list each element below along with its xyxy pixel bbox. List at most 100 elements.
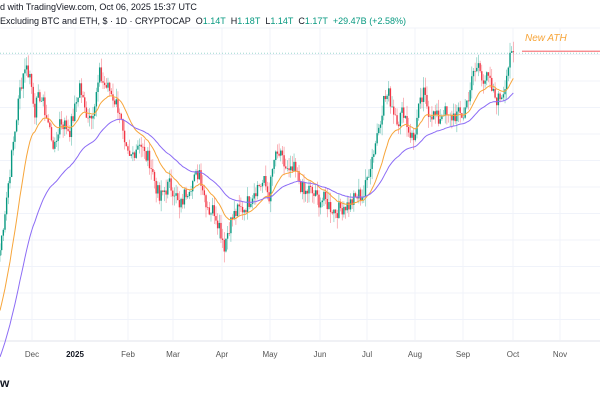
candle-body xyxy=(107,82,109,88)
candle-body xyxy=(175,193,177,196)
x-tick-label: May xyxy=(262,350,278,359)
candle-body xyxy=(173,195,176,197)
candle-body xyxy=(306,190,309,194)
candle-body xyxy=(348,202,350,210)
candle-body xyxy=(250,203,252,207)
candle-body xyxy=(245,210,247,213)
candle-body xyxy=(464,107,466,118)
candle-body xyxy=(491,77,493,91)
candle-body xyxy=(394,114,397,116)
candle-body xyxy=(381,115,383,125)
candle-body xyxy=(338,202,340,218)
candle-body xyxy=(439,119,441,124)
candle-body xyxy=(427,106,430,117)
candle-body xyxy=(398,124,400,127)
x-tick-label: Dec xyxy=(24,350,40,359)
candle-body xyxy=(135,149,137,158)
candle-body xyxy=(82,94,84,98)
candle-body xyxy=(80,83,83,95)
candle-body xyxy=(167,181,169,195)
candle-body xyxy=(437,110,440,124)
candle-body xyxy=(163,190,166,192)
x-tick-label: Apr xyxy=(215,350,229,359)
candle-body xyxy=(150,168,152,170)
candle-body xyxy=(196,170,199,180)
candle-body xyxy=(251,198,254,204)
candle-body xyxy=(177,193,179,201)
candle-body xyxy=(339,202,342,209)
x-tick-label: Sep xyxy=(455,350,471,359)
ath-annotation: New ATH xyxy=(525,33,567,44)
candle-body xyxy=(142,146,144,148)
candle-body xyxy=(218,222,220,229)
candle-body xyxy=(309,185,312,187)
candle-body xyxy=(326,199,328,210)
tradingview-logo: w xyxy=(0,376,10,390)
candle-body xyxy=(100,67,103,82)
candle-body xyxy=(444,106,446,116)
candle-body xyxy=(436,110,438,116)
candle-body xyxy=(462,117,465,119)
candle-body xyxy=(69,130,71,138)
open-value: 1.14T xyxy=(202,16,226,26)
candle-body xyxy=(216,220,219,229)
candle-body xyxy=(192,181,194,192)
candle-body xyxy=(285,166,287,169)
candle-body xyxy=(434,111,436,116)
candle-body xyxy=(384,95,387,100)
candle-body xyxy=(2,229,5,236)
candle-body xyxy=(248,196,250,207)
candle-body xyxy=(228,233,230,234)
candle-body xyxy=(276,151,279,154)
candle-body xyxy=(0,250,1,256)
candle-body xyxy=(258,184,260,187)
candle-body xyxy=(137,145,139,150)
candle-body xyxy=(393,106,395,115)
candle-body xyxy=(504,89,506,95)
candle-body xyxy=(93,106,96,116)
candle-body xyxy=(50,127,53,141)
candle-body xyxy=(243,210,245,213)
candle-body xyxy=(401,107,403,113)
candle-body xyxy=(391,106,393,108)
candle-body xyxy=(105,85,108,88)
candle-body xyxy=(45,115,48,119)
candle-body xyxy=(60,119,63,125)
candle-body xyxy=(288,168,290,171)
candle-body xyxy=(128,150,131,156)
candle-body xyxy=(187,196,189,198)
candle-body xyxy=(311,186,314,194)
candle-body xyxy=(374,143,377,155)
candle-body xyxy=(52,140,54,149)
candle-body xyxy=(456,111,458,122)
candle-body xyxy=(168,178,171,182)
candle-body xyxy=(260,186,262,187)
candle-body xyxy=(280,150,282,156)
candle-body xyxy=(334,209,337,214)
candle-body xyxy=(271,168,274,177)
candle-body xyxy=(117,99,119,113)
low-value: 1.14T xyxy=(270,16,294,26)
candle-body xyxy=(353,193,355,205)
candle-body xyxy=(417,103,420,118)
candle-body xyxy=(193,174,196,182)
candle-body xyxy=(125,142,127,147)
candle-body xyxy=(298,171,300,181)
candle-body xyxy=(152,169,154,172)
candle-body xyxy=(89,115,91,118)
candle-body xyxy=(22,73,24,89)
x-tick-label: Nov xyxy=(552,350,568,359)
candle-body xyxy=(263,176,265,183)
candle-body xyxy=(461,113,463,118)
candle-body xyxy=(313,193,315,196)
candle-body xyxy=(369,168,372,177)
candle-body xyxy=(426,94,428,107)
candle-body xyxy=(220,222,222,239)
candle-body xyxy=(341,208,343,215)
candle-body xyxy=(170,178,172,191)
candle-body xyxy=(118,112,121,114)
candle-body xyxy=(190,191,192,192)
candle-body xyxy=(10,150,13,178)
candle-body xyxy=(138,144,141,146)
